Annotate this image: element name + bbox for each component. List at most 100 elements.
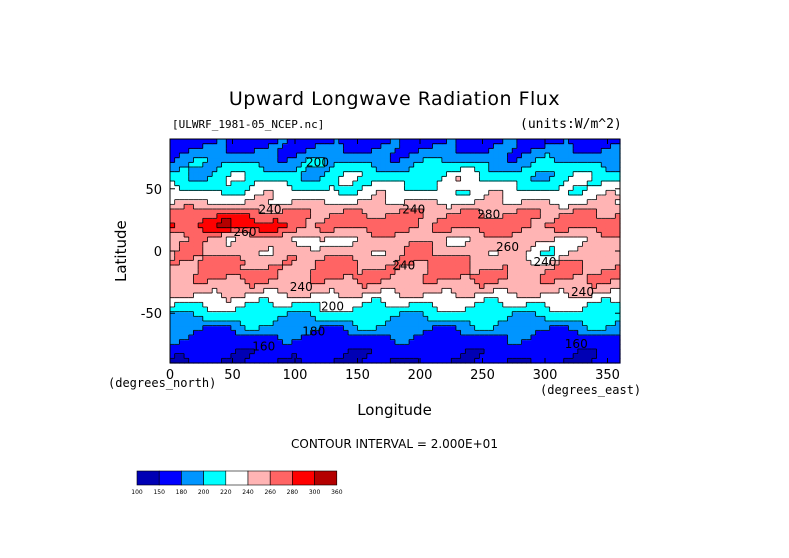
- heatmap-cell: [291, 293, 298, 299]
- heatmap-cell: [343, 241, 349, 247]
- heatmap-cell: [423, 260, 429, 266]
- heatmap-cell: [343, 339, 349, 345]
- heatmap-cell: [329, 157, 335, 163]
- heatmap-cell: [615, 316, 621, 322]
- heatmap-cell: [282, 339, 288, 345]
- heatmap-cell: [320, 218, 326, 224]
- heatmap-cell: [282, 199, 288, 205]
- heatmap-cell: [404, 251, 410, 257]
- heatmap-cell: [380, 213, 387, 219]
- heatmap-cell: [240, 307, 246, 313]
- heatmap-cell: [287, 274, 293, 280]
- heatmap-cell: [610, 139, 616, 145]
- heatmap-cell: [216, 344, 223, 350]
- heatmap-cell: [362, 227, 368, 233]
- heatmap-cell: [530, 265, 537, 271]
- heatmap-cell: [310, 251, 316, 257]
- heatmap-cell: [310, 148, 316, 154]
- heatmap-cell: [554, 246, 560, 252]
- heatmap-cell: [441, 241, 448, 247]
- heatmap-cell: [465, 358, 471, 364]
- heatmap-cell: [427, 139, 434, 145]
- heatmap-cell: [399, 143, 405, 149]
- heatmap-cell: [385, 157, 391, 163]
- heatmap-cell: [315, 283, 321, 289]
- heatmap-cell: [530, 153, 537, 159]
- heatmap-cell: [352, 335, 359, 341]
- heatmap-cell: [268, 251, 274, 257]
- heatmap-cell: [282, 255, 288, 261]
- heatmap-cell: [502, 293, 509, 299]
- heatmap-cell: [268, 232, 274, 238]
- heatmap-cell: [380, 288, 387, 294]
- heatmap-cell: [418, 297, 424, 303]
- heatmap-cell: [324, 265, 330, 271]
- heatmap-cell: [610, 311, 616, 317]
- heatmap-cell: [263, 223, 270, 229]
- heatmap-cell: [395, 344, 401, 350]
- heatmap-cell: [427, 171, 434, 177]
- heatmap-cell: [291, 302, 298, 308]
- heatmap-cell: [418, 157, 424, 163]
- heatmap-cell: [245, 302, 251, 308]
- heatmap-cell: [493, 190, 499, 196]
- heatmap-cell: [601, 307, 607, 313]
- heatmap-cell: [409, 167, 415, 173]
- heatmap-cell: [202, 339, 209, 345]
- heatmap-cell: [352, 279, 359, 285]
- heatmap-cell: [273, 358, 279, 364]
- heatmap-cell: [305, 190, 312, 196]
- heatmap-cell: [530, 288, 537, 294]
- heatmap-cell: [601, 251, 607, 257]
- heatmap-cell: [249, 223, 255, 229]
- heatmap-cell: [357, 251, 363, 257]
- heatmap-cell: [188, 227, 195, 233]
- heatmap-cell: [432, 195, 438, 201]
- heatmap-cell: [216, 330, 223, 336]
- heatmap-cell: [202, 293, 209, 299]
- heatmap-cell: [605, 185, 612, 191]
- heatmap-cell: [418, 232, 424, 238]
- heatmap-cell: [334, 353, 340, 359]
- heatmap-cell: [455, 171, 462, 177]
- heatmap-cell: [230, 195, 237, 201]
- heatmap-cell: [549, 265, 555, 271]
- heatmap-cell: [273, 335, 279, 341]
- heatmap-cell: [329, 176, 335, 182]
- heatmap-cell: [418, 213, 424, 219]
- heatmap-cell: [245, 157, 251, 163]
- heatmap-cell: [380, 171, 387, 177]
- heatmap-cell: [390, 358, 396, 364]
- heatmap-cell: [512, 176, 518, 182]
- heatmap-cell: [334, 139, 340, 145]
- heatmap-cell: [484, 279, 490, 285]
- heatmap-cell: [423, 153, 429, 159]
- heatmap-cell: [596, 335, 602, 341]
- heatmap-cell: [376, 223, 382, 229]
- heatmap-cell: [409, 349, 415, 355]
- heatmap-cell: [554, 171, 560, 177]
- heatmap-cell: [474, 218, 480, 224]
- heatmap-cell: [366, 199, 373, 205]
- heatmap-cell: [230, 181, 237, 187]
- heatmap-cell: [615, 265, 621, 271]
- heatmap-cell: [170, 302, 176, 308]
- heatmap-cell: [451, 167, 457, 173]
- heatmap-cell: [179, 251, 185, 257]
- heatmap-cell: [174, 302, 180, 308]
- heatmap-cell: [235, 330, 241, 336]
- heatmap-cell: [305, 274, 312, 280]
- heatmap-cell: [338, 185, 345, 191]
- heatmap-cell: [254, 302, 260, 308]
- heatmap-cell: [399, 213, 405, 219]
- heatmap-cell: [577, 316, 584, 322]
- heatmap-cell: [240, 227, 246, 233]
- heatmap-cell: [507, 358, 513, 364]
- heatmap-cell: [193, 162, 199, 168]
- heatmap-cell: [348, 181, 354, 187]
- heatmap-cell: [427, 311, 434, 317]
- heatmap-cell: [559, 195, 565, 201]
- heatmap-cell: [390, 143, 396, 149]
- heatmap-cell: [249, 279, 255, 285]
- heatmap-cell: [441, 330, 448, 336]
